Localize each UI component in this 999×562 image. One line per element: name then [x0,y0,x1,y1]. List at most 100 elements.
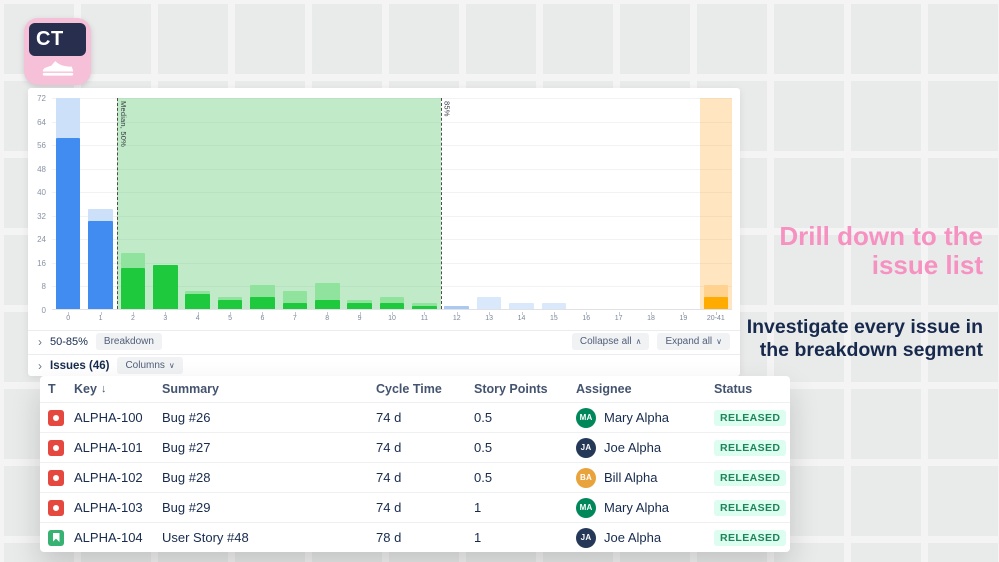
table-row[interactable]: ALPHA-103 Bug #29 74 d 1 MA Mary Alpha RELEASE… [40,492,790,522]
column-header[interactable]: Assignee [576,382,632,396]
issues-toolbar: › Issues (46) Columns ∨ [28,354,740,376]
histogram-bar-light[interactable] [509,303,534,309]
table-row[interactable]: ALPHA-101 Bug #27 74 d 0.5 JA Joe Alpha RELEAS… [40,432,790,462]
collapse-all-button[interactable]: Collapse all ∧ [571,333,650,350]
histogram-bar-light[interactable] [541,303,567,309]
x-axis-tick [424,312,426,315]
table-row[interactable]: ALPHA-102 Bug #28 74 d 0.5 BA Bill Alpha RELEA… [40,462,790,492]
column-header[interactable]: T [48,382,56,396]
collapse-all-label: Collapse all [579,336,632,347]
table-row[interactable]: ALPHA-104 User Story #48 78 d 1 JA Joe Alpha R… [40,522,790,552]
percentile-label: 85% [442,101,452,117]
issue-key[interactable]: ALPHA-101 [74,440,143,455]
breakdown-button[interactable]: Breakdown [95,333,162,350]
histogram-bar[interactable] [250,297,275,309]
histogram-bar[interactable] [88,220,113,309]
status-badge: RELEASED [714,469,787,486]
avatar: MA [576,497,596,518]
bug-icon [48,409,64,426]
story-points: 1 [474,530,482,545]
issue-type-cell [48,409,74,426]
histogram-bar[interactable] [347,303,372,309]
story-points: 0.5 [474,440,493,455]
x-axis-label: 3 [163,315,168,322]
histogram-bar[interactable] [412,306,437,309]
histogram-bar-light[interactable] [476,297,502,309]
x-axis-label: 17 [614,315,623,322]
chevron-right-icon[interactable]: › [38,334,42,349]
x-axis-label: 18 [647,315,655,322]
cycle-time: 74 d [376,440,402,455]
histogram-bar[interactable] [153,264,178,309]
histogram-bar[interactable] [379,303,405,309]
percentile-line [440,98,442,309]
histogram-bar[interactable] [703,297,729,309]
x-axis-tick [359,312,361,315]
headline-subtitle: Investigate every issue in the breakdown… [746,316,983,362]
x-axis-tick [327,312,329,315]
issue-key[interactable]: ALPHA-103 [74,500,143,515]
issue-key[interactable]: ALPHA-100 [74,410,143,425]
issue-summary: User Story #48 [162,530,249,545]
caret-up-icon: ∧ [635,336,642,346]
y-axis-label: 72 [37,94,46,103]
x-axis-label: 2 [130,315,135,322]
x-axis-label: 16 [582,315,591,322]
expand-all-label: Expand all [665,336,713,347]
x-axis-label: 4 [195,315,200,322]
bug-icon [48,439,64,456]
headline-title: Drill down to the issue list [779,221,983,281]
y-axis-label: 56 [37,141,46,151]
issue-key[interactable]: ALPHA-102 [74,470,143,485]
assignee-name: Joe Alpha [604,440,662,455]
x-axis-label: 9 [357,315,362,322]
columns-button[interactable]: Columns ∨ [117,357,183,374]
x-axis-tick [683,312,685,315]
status-badge: RELEASED [714,499,787,516]
histogram-bar-light[interactable] [379,297,405,309]
histogram-bar[interactable] [185,294,211,309]
histogram-bar[interactable] [55,138,81,309]
histogram-bar[interactable] [282,303,308,309]
column-header[interactable]: Cycle Time [376,382,442,396]
x-axis-label: 11 [420,315,429,322]
status-badge: RELEASED [714,439,787,456]
column-header[interactable]: Story Points [474,382,548,396]
highlight-band [699,98,732,309]
x-axis-tick [618,312,620,315]
assignee-cell: JA Joe Alpha [576,527,714,548]
bug-icon [48,499,64,516]
gridline [52,262,732,264]
percentile-label: Median, 50% [118,101,128,147]
column-header[interactable]: Status [714,382,753,396]
story-points: 0.5 [474,470,493,485]
columns-label: Columns [125,360,165,371]
avatar: MA [576,407,596,428]
column-header[interactable]: Summary [162,382,219,396]
issue-summary: Bug #28 [162,470,211,485]
story-icon [48,529,64,546]
status-cell: RELEASED [714,529,790,546]
column-header[interactable]: Key ↓ [74,382,107,396]
x-axis-tick [100,312,102,315]
histogram-bar[interactable] [444,306,470,309]
assignee-cell: MA Mary Alpha [576,497,714,518]
histogram-bar[interactable] [314,300,340,309]
assignee-name: Mary Alpha [604,410,670,425]
issue-summary: Bug #26 [162,410,211,425]
issue-key[interactable]: ALPHA-104 [74,530,143,545]
histogram-bar[interactable] [120,267,146,309]
gridline [52,98,732,99]
y-axis-label: 40 [37,188,46,198]
gridline [52,215,732,217]
avatar: BA [576,467,596,488]
table-row[interactable]: ALPHA-100 Bug #26 74 d 0.5 MA Mary Alpha RELEA… [40,402,790,432]
expand-all-button[interactable]: Expand all ∨ [657,333,730,350]
assignee-cell: MA Mary Alpha [576,407,714,428]
histogram-bar[interactable] [217,300,243,309]
chevron-right-icon[interactable]: › [38,358,42,373]
assignee-name: Bill Alpha [604,470,658,485]
x-axis: 0 1 2 3 4 5 6 7 8 9 10 11 12 13 14 15 16 17 18 19 20-41 [52,312,732,326]
x-axis-label: 6 [260,315,265,322]
